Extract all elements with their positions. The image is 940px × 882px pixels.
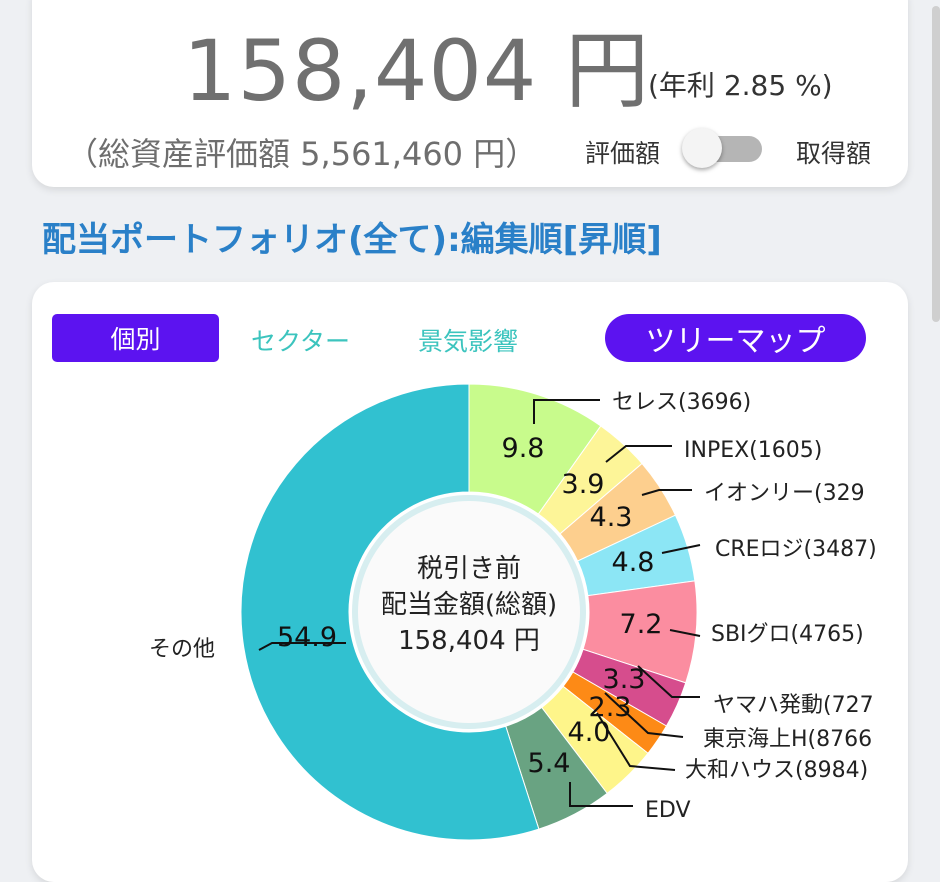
slice-label-0: セレス(3696)	[612, 390, 751, 415]
slice-value-6: 2.3	[589, 692, 632, 723]
slice-value-2: 4.3	[590, 502, 633, 533]
summary-card	[32, 0, 908, 187]
center-text-2: 158,404 円	[398, 626, 540, 656]
slice-value-9: 54.9	[277, 622, 337, 653]
center-text-1: 配当金額(総額)	[381, 590, 557, 620]
leader-line-5	[637, 665, 700, 698]
slice-label-5: ヤマハ発動(727	[713, 693, 874, 718]
total-assets: （総資産評価額 5,561,460 円）	[66, 135, 538, 173]
slice-value-3: 4.8	[612, 547, 655, 578]
treemap-button[interactable]: ツリーマップ	[605, 314, 866, 362]
slice-label-9: その他	[149, 637, 215, 662]
tab-sector[interactable]: セクター	[251, 327, 351, 356]
leader-line-6	[604, 692, 684, 738]
scrollbar[interactable]	[932, 6, 940, 322]
center-text-0: 税引き前	[417, 554, 521, 584]
slice-label-7: 大和ハウス(8984)	[685, 758, 868, 783]
toggle-knob	[682, 128, 722, 168]
leader-line-3	[661, 544, 701, 554]
slice-value-4: 7.2	[620, 609, 663, 640]
dividend-amount: 158,404 円	[183, 22, 651, 120]
slice-label-2: イオンリー(329	[704, 481, 865, 506]
section-title: 配当ポートフォリオ(全て):編集順[昇順]	[42, 220, 662, 260]
tab-economy[interactable]: 景気影響	[418, 327, 519, 356]
slice-label-1: INPEX(1605)	[684, 438, 822, 463]
slice-value-7: 4.0	[568, 717, 611, 748]
donut-slice-9[interactable]	[240, 383, 540, 841]
slice-value-5: 3.3	[603, 664, 646, 695]
donut-center	[358, 501, 580, 723]
leader-line-8	[569, 782, 633, 807]
toggle-label-acquisition: 取得額	[796, 139, 872, 168]
slice-value-1: 3.9	[562, 469, 605, 500]
slice-label-6: 東京海上H(8766	[703, 727, 872, 752]
leader-line-4	[669, 629, 701, 637]
slice-label-8: EDV	[645, 798, 691, 823]
slice-label-3: CREロジ(3487)	[715, 537, 877, 562]
leader-line-9	[258, 642, 346, 651]
toggle-label-valuation: 評価額	[585, 139, 661, 168]
leader-line-2	[641, 489, 692, 496]
slice-value-0: 9.8	[502, 433, 545, 464]
leader-line-0	[533, 399, 600, 424]
leader-line-7	[596, 712, 676, 771]
tab-individual[interactable]: 個別	[52, 314, 219, 362]
slice-value-8: 5.4	[528, 748, 571, 779]
slice-label-4: SBIグロ(4765)	[711, 622, 864, 647]
leader-line-1	[605, 445, 672, 463]
annual-yield: (年利 2.85 %)	[648, 69, 833, 102]
valuation-acquisition-toggle[interactable]	[682, 128, 766, 168]
